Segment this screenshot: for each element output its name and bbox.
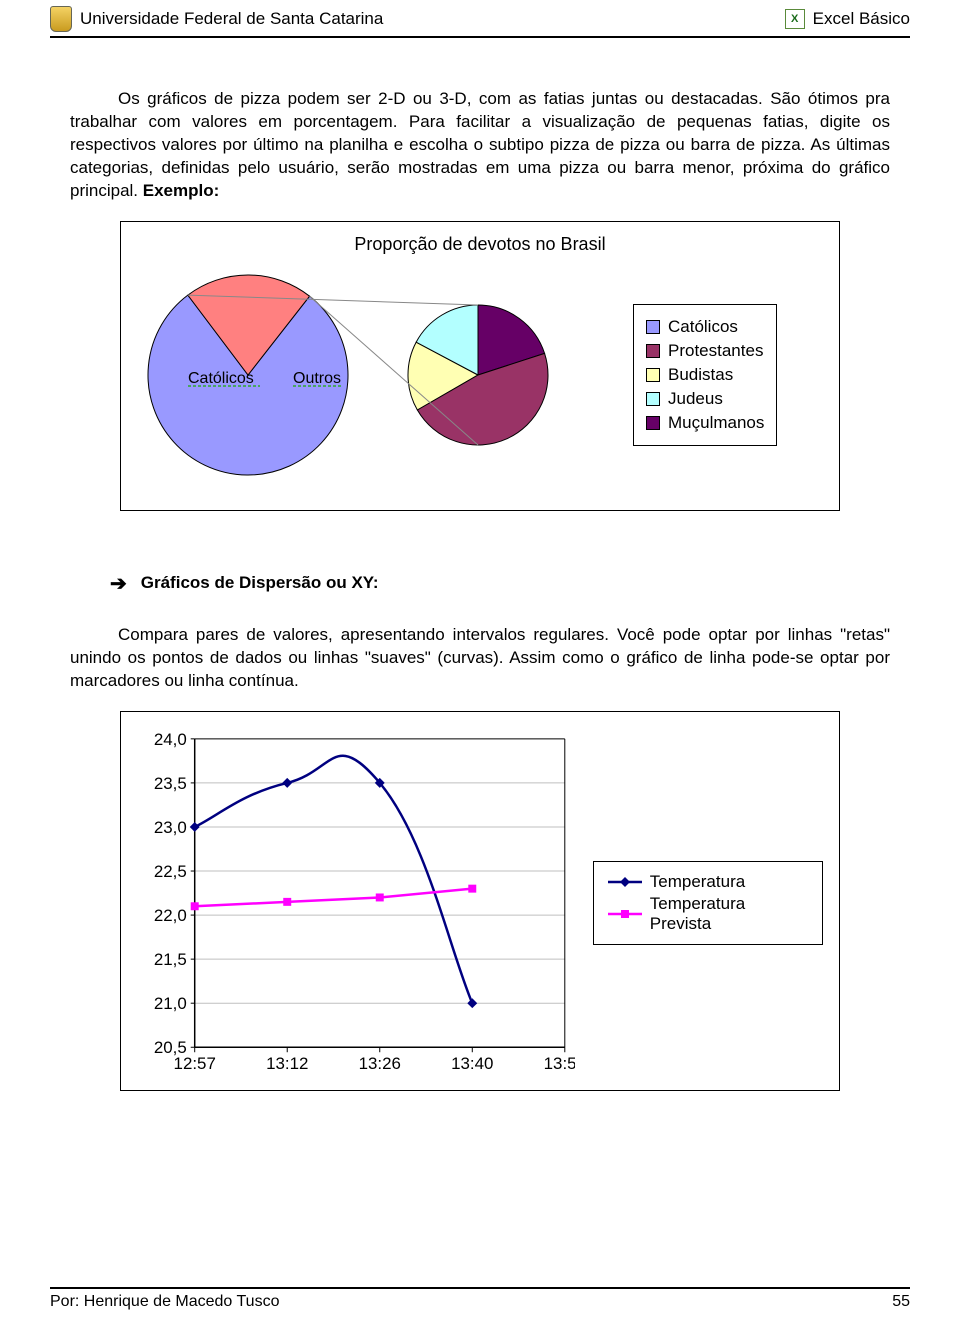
svg-text:22,5: 22,5	[154, 861, 187, 880]
legend-item: Católicos	[646, 317, 764, 337]
svg-text:13:26: 13:26	[359, 1054, 401, 1073]
page-footer: Por: Henrique de Macedo Tusco 55	[50, 1287, 910, 1311]
legend-swatch	[646, 368, 660, 382]
svg-text:13:40: 13:40	[451, 1054, 493, 1073]
arrow-icon: ➔	[110, 571, 127, 596]
university-crest-icon	[50, 6, 72, 32]
paragraph-1-bold: Exemplo:	[143, 181, 220, 200]
xy-chart-frame: 24,023,523,022,522,021,521,020,512:5713:…	[120, 711, 840, 1091]
pie-chart-title: Proporção de devotos no Brasil	[133, 234, 827, 255]
footer-author: Por: Henrique de Macedo Tusco	[50, 1293, 279, 1311]
svg-text:Católicos: Católicos	[188, 370, 254, 387]
svg-text:21,0: 21,0	[154, 994, 187, 1013]
svg-text:12:57: 12:57	[174, 1054, 216, 1073]
legend-swatch	[646, 344, 660, 358]
legend-swatch	[646, 416, 660, 430]
svg-text:24,0: 24,0	[154, 729, 187, 748]
xy-legend-label: Temperatura Prevista	[650, 894, 808, 934]
svg-text:23,0: 23,0	[154, 817, 187, 836]
legend-item: Judeus	[646, 389, 764, 409]
svg-text:22,0: 22,0	[154, 906, 187, 925]
excel-icon: X	[785, 9, 805, 29]
paragraph-1: Os gráficos de pizza podem ser 2-D ou 3-…	[70, 88, 890, 203]
svg-text:13:55: 13:55	[544, 1054, 575, 1073]
legend-swatch	[646, 320, 660, 334]
course-name: Excel Básico	[813, 9, 910, 29]
xy-legend-item: Temperatura Prevista	[608, 894, 808, 934]
xy-legend-item: Temperatura	[608, 872, 808, 892]
svg-text:23,5: 23,5	[154, 773, 187, 792]
pie-chart-legend: Católicos Protestantes Budistas Judeus Muçul…	[633, 304, 777, 446]
svg-text:13:12: 13:12	[266, 1054, 308, 1073]
section-heading: Gráficos de Dispersão ou XY:	[141, 573, 379, 593]
footer-page-number: 55	[892, 1293, 910, 1311]
svg-text:Outros: Outros	[293, 370, 341, 387]
xy-chart-svg: 24,023,523,022,522,021,521,020,512:5713:…	[137, 726, 575, 1080]
legend-label: Judeus	[668, 389, 723, 409]
paragraph-2-text: Compara pares de valores, apresentando i…	[70, 625, 890, 690]
university-name: Universidade Federal de Santa Catarina	[80, 9, 383, 29]
legend-swatch	[646, 392, 660, 406]
pie-chart-frame: Proporção de devotos no Brasil Católicos…	[120, 221, 840, 511]
page-header: Universidade Federal de Santa Catarina X…	[50, 0, 910, 38]
pie-chart-svg: Católicos Outros	[133, 265, 623, 485]
legend-item: Protestantes	[646, 341, 764, 361]
svg-text:21,5: 21,5	[154, 950, 187, 969]
legend-item: Muçulmanos	[646, 413, 764, 433]
section-heading-row: ➔ Gráficos de Dispersão ou XY:	[110, 571, 890, 596]
legend-label: Muçulmanos	[668, 413, 764, 433]
legend-label: Católicos	[668, 317, 738, 337]
legend-label: Budistas	[668, 365, 733, 385]
xy-legend-label: Temperatura	[650, 872, 745, 892]
legend-item: Budistas	[646, 365, 764, 385]
xy-chart-legend: TemperaturaTemperatura Prevista	[593, 861, 823, 945]
paragraph-2: Compara pares de valores, apresentando i…	[70, 624, 890, 693]
legend-label: Protestantes	[668, 341, 763, 361]
